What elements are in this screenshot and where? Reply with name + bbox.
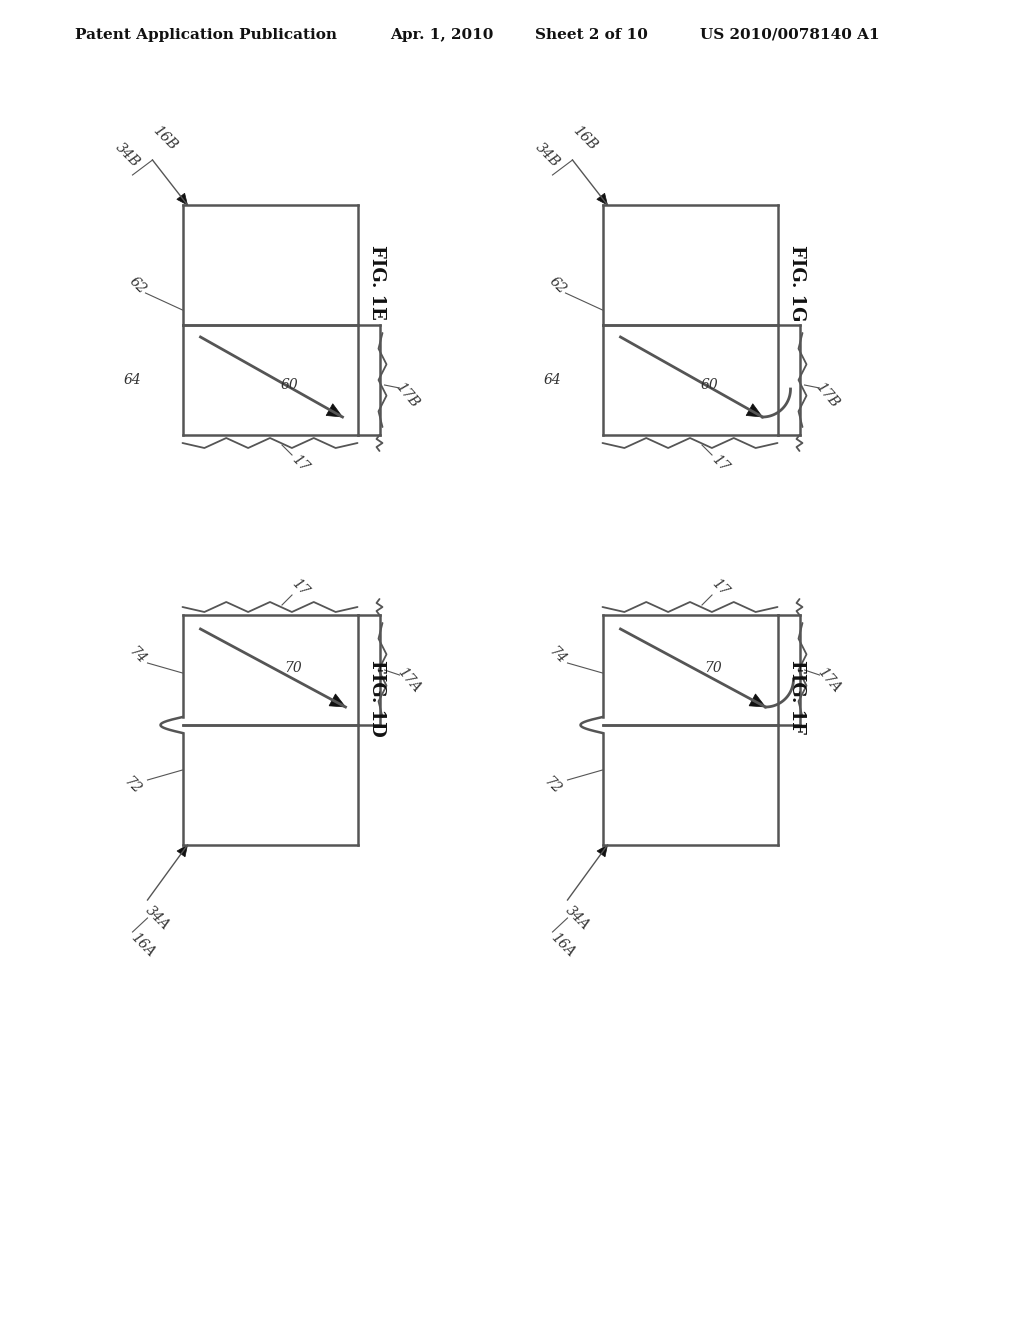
Text: FIG. 1E: FIG. 1E — [369, 246, 386, 319]
Text: 60: 60 — [700, 378, 719, 392]
Polygon shape — [750, 694, 766, 708]
Text: 16B: 16B — [150, 123, 179, 153]
Polygon shape — [177, 845, 187, 857]
Polygon shape — [746, 404, 763, 417]
Text: 17B: 17B — [813, 380, 842, 411]
Text: 17: 17 — [289, 451, 311, 474]
Text: 72: 72 — [542, 774, 564, 796]
Polygon shape — [177, 193, 187, 205]
Text: 64: 64 — [544, 374, 561, 387]
Text: Apr. 1, 2010: Apr. 1, 2010 — [390, 28, 494, 42]
Text: Sheet 2 of 10: Sheet 2 of 10 — [535, 28, 648, 42]
Text: 16A: 16A — [548, 931, 578, 960]
Text: 17A: 17A — [395, 665, 424, 696]
Text: 17: 17 — [289, 576, 311, 598]
Text: 34A: 34A — [142, 903, 172, 933]
Polygon shape — [597, 193, 607, 205]
Text: 62: 62 — [126, 273, 148, 296]
Text: 17B: 17B — [393, 380, 422, 411]
Text: US 2010/0078140 A1: US 2010/0078140 A1 — [700, 28, 880, 42]
Text: 16A: 16A — [128, 931, 158, 960]
Text: 74: 74 — [546, 644, 568, 667]
Polygon shape — [597, 845, 607, 857]
Text: 16B: 16B — [569, 123, 599, 153]
Polygon shape — [329, 694, 345, 708]
Text: 64: 64 — [124, 374, 141, 387]
Text: 72: 72 — [121, 774, 143, 796]
Text: 17: 17 — [709, 451, 731, 474]
Text: 17A: 17A — [815, 665, 844, 696]
Text: 62: 62 — [546, 273, 568, 296]
Text: FIG. 1F: FIG. 1F — [788, 660, 807, 734]
Text: 74: 74 — [126, 644, 148, 667]
Text: FIG. 1D: FIG. 1D — [369, 660, 386, 737]
Text: 34B: 34B — [532, 140, 562, 170]
Text: FIG. 1G: FIG. 1G — [788, 246, 807, 321]
Text: 34B: 34B — [113, 140, 142, 170]
Polygon shape — [326, 404, 342, 417]
Text: 60: 60 — [281, 378, 298, 392]
Text: 70: 70 — [705, 661, 722, 675]
Text: 17: 17 — [709, 576, 731, 598]
Text: 70: 70 — [284, 661, 302, 675]
Text: Patent Application Publication: Patent Application Publication — [75, 28, 337, 42]
Text: 34A: 34A — [563, 903, 592, 933]
